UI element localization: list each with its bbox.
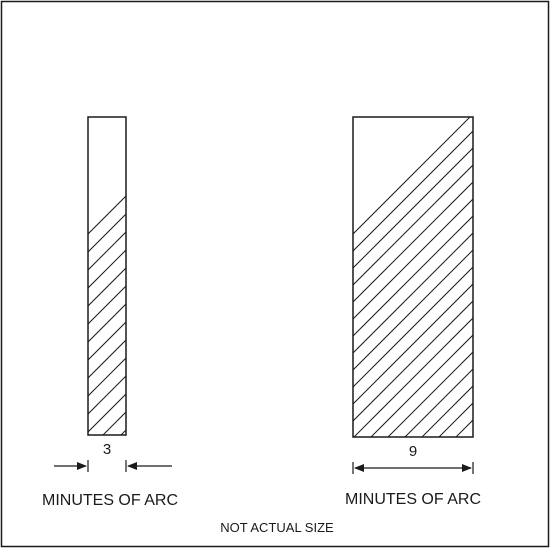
right-caption: MINUTES OF ARC: [345, 491, 481, 508]
left-bar-hatch-line: [145, 0, 550, 548]
right-bar-hatch-line: [455, 419, 473, 437]
right-bar-outline: [352, 116, 474, 438]
left-bar-hatch-line: [127, 0, 550, 548]
left-bar-hatch-line: [181, 0, 550, 548]
left-dimension-value: 3: [103, 441, 111, 458]
right-bar-hatch-line: [357, 0, 550, 548]
right-bar-hatch-line: [425, 0, 550, 548]
right-bar-hatch-line: [374, 0, 550, 548]
right-dimension: 9 MINUTES OF ARC: [345, 443, 481, 508]
right-dimension-value: 9: [409, 443, 417, 460]
left-caption: MINUTES OF ARC: [42, 492, 178, 509]
right-bar-hatch-line: [187, 0, 550, 548]
right-bar-hatch-line: [510, 0, 550, 548]
right-bar-hatch-line: [272, 0, 550, 548]
right-bar-hatch-line: [255, 0, 550, 548]
footnote: NOT ACTUAL SIZE: [220, 520, 334, 535]
left-bar-outline: [87, 116, 127, 436]
right-bar-hatch-line: [353, 300, 473, 422]
right-bar-hatch-line: [527, 0, 550, 548]
right-bar-hatch-line: [493, 0, 550, 548]
right-bar-hatch-line: [306, 0, 550, 548]
left-bar-hatch-line: [19, 0, 550, 548]
left-bar-hatch-line: [163, 0, 550, 548]
right-bar-hatch-line: [221, 0, 550, 548]
right-bar-hatch-line: [472, 436, 473, 437]
left-bar-hatch-line: [109, 0, 550, 548]
right-bar-hatch-line: [323, 0, 550, 548]
right-bar-hatch-line: [408, 0, 550, 548]
right-bar-hatch-line: [238, 0, 550, 548]
right-bar-hatch-line: [340, 0, 550, 548]
left-bar-hatch-line: [235, 0, 550, 548]
right-bar-hatch-line: [438, 402, 473, 437]
left-bar-hatch-line: [217, 0, 550, 548]
right-bar-hatch-line: [204, 0, 550, 548]
right-bar-hatch-line: [289, 0, 550, 548]
left-bar-hatch-line: [199, 0, 550, 548]
right-bar-hatch-line: [170, 0, 550, 548]
right-bar-hatch-line: [442, 0, 550, 548]
right-bar-hatch-line: [476, 0, 550, 548]
left-dimension: 3 MINUTES OF ARC: [42, 441, 178, 509]
